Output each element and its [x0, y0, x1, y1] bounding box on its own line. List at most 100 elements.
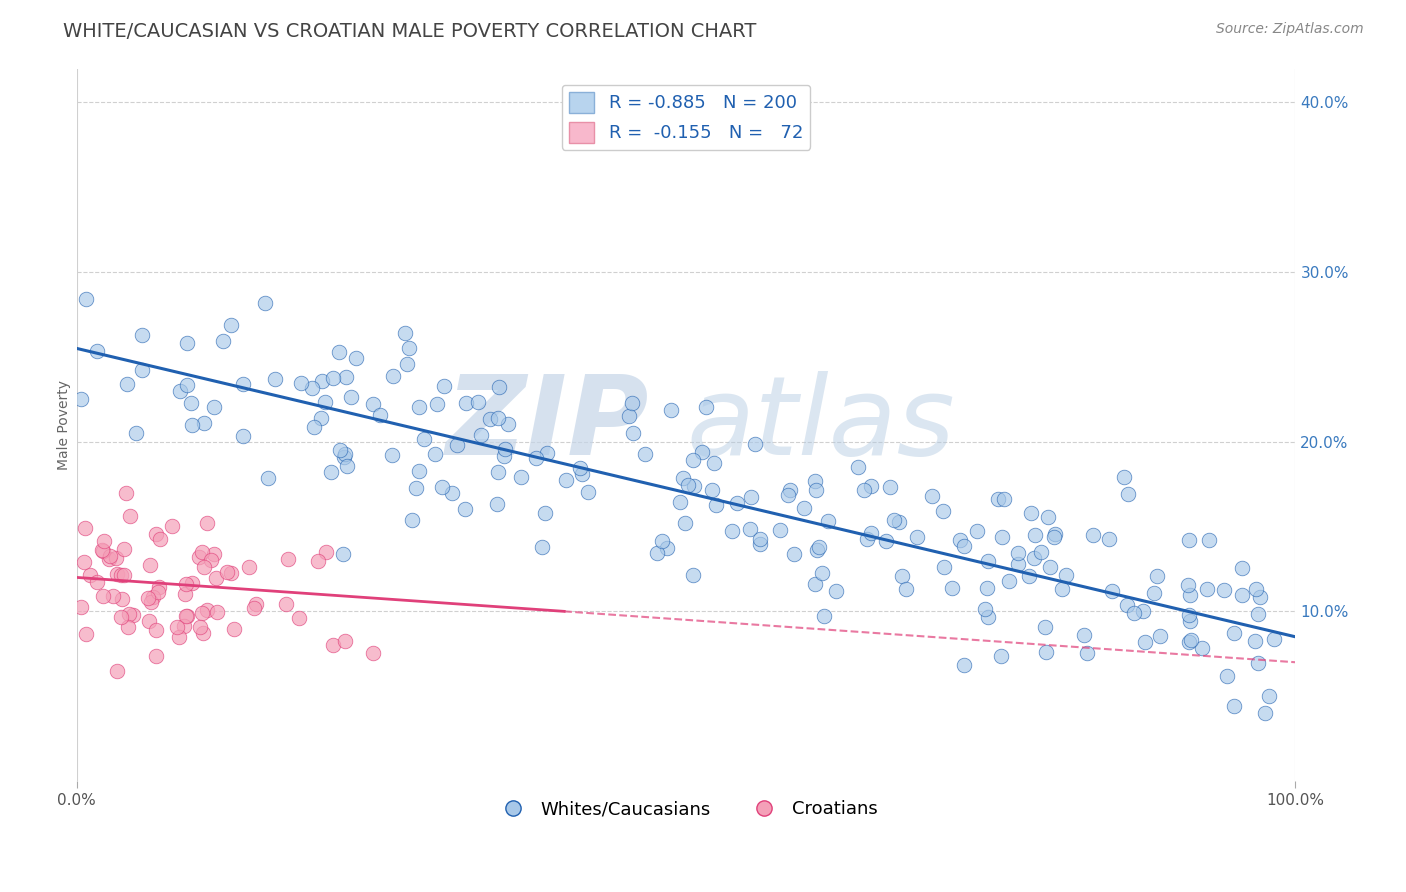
Point [118, 607, 141, 622]
Point [75, 292, 97, 306]
Point [380, 448, 402, 462]
Point [894, 582, 917, 596]
Point [423, 447, 446, 461]
Point [131, 363, 153, 377]
Point [224, 622, 246, 636]
Point [1024, 528, 1046, 542]
Point [1180, 614, 1202, 628]
Point [486, 411, 509, 425]
Point [328, 345, 350, 359]
Point [149, 533, 172, 547]
Point [340, 390, 363, 404]
Point [180, 418, 202, 433]
Point [361, 646, 384, 660]
Point [145, 527, 167, 541]
Point [329, 443, 352, 458]
Point [219, 566, 242, 580]
Point [166, 620, 188, 634]
Point [634, 447, 657, 461]
Point [803, 577, 825, 591]
Point [408, 400, 430, 414]
Point [190, 620, 212, 634]
Point [361, 397, 384, 411]
Point [470, 428, 492, 442]
Point [73, 555, 96, 569]
Point [142, 590, 165, 604]
Point [932, 560, 955, 574]
Point [576, 485, 599, 500]
Point [1054, 567, 1077, 582]
Point [69, 392, 91, 407]
Point [806, 542, 828, 557]
Point [949, 533, 972, 547]
Point [195, 516, 218, 531]
Point [101, 589, 124, 603]
Point [202, 547, 225, 561]
Point [725, 496, 748, 510]
Point [190, 607, 212, 621]
Point [1246, 656, 1268, 670]
Point [860, 478, 883, 492]
Point [621, 396, 644, 410]
Point [531, 540, 554, 554]
Point [859, 525, 882, 540]
Point [659, 403, 682, 417]
Point [322, 370, 344, 384]
Point [257, 471, 280, 485]
Point [219, 318, 242, 332]
Point [1076, 647, 1098, 661]
Point [621, 425, 644, 440]
Point [138, 614, 160, 628]
Point [112, 567, 135, 582]
Point [332, 547, 354, 561]
Point [941, 582, 963, 596]
Point [804, 474, 827, 488]
Point [180, 396, 202, 410]
Point [160, 519, 183, 533]
Point [333, 450, 356, 464]
Point [921, 490, 943, 504]
Point [290, 376, 312, 391]
Point [1246, 582, 1268, 597]
Point [811, 566, 834, 581]
Point [105, 567, 128, 582]
Point [1122, 606, 1144, 620]
Point [176, 608, 198, 623]
Point [115, 485, 138, 500]
Point [1022, 550, 1045, 565]
Point [1258, 690, 1281, 704]
Point [1018, 569, 1040, 583]
Point [478, 412, 501, 426]
Point [335, 447, 357, 461]
Point [1213, 583, 1236, 598]
Point [986, 491, 1008, 506]
Point [1036, 510, 1059, 524]
Point [202, 400, 225, 414]
Point [991, 531, 1014, 545]
Point [1230, 561, 1253, 575]
Point [446, 438, 468, 452]
Point [191, 545, 214, 559]
Point [672, 470, 695, 484]
Point [1230, 588, 1253, 602]
Point [1180, 633, 1202, 648]
Point [1050, 582, 1073, 596]
Point [98, 549, 121, 563]
Point [721, 524, 744, 538]
Point [75, 626, 97, 640]
Point [1178, 608, 1201, 623]
Point [793, 501, 815, 516]
Point [1029, 544, 1052, 558]
Point [191, 625, 214, 640]
Point [193, 559, 215, 574]
Point [456, 395, 478, 409]
Point [110, 568, 132, 582]
Point [413, 433, 436, 447]
Point [813, 609, 835, 624]
Point [245, 597, 267, 611]
Point [1146, 569, 1168, 583]
Point [398, 342, 420, 356]
Point [973, 602, 995, 616]
Point [146, 585, 169, 599]
Point [139, 558, 162, 572]
